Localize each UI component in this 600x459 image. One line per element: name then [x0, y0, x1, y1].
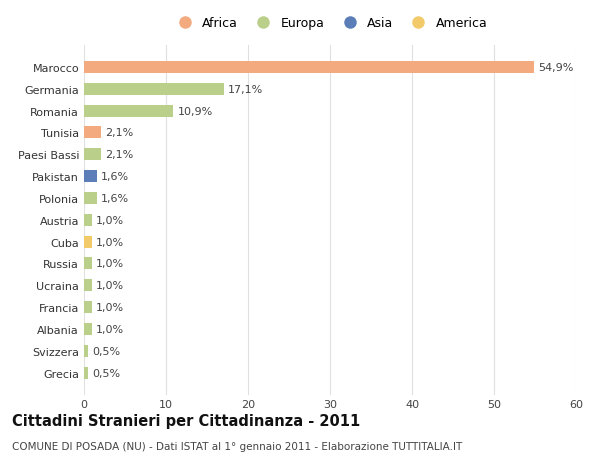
Text: 1,0%: 1,0% — [97, 215, 124, 225]
Text: 17,1%: 17,1% — [229, 84, 263, 95]
Bar — [84, 280, 92, 292]
Bar — [84, 302, 92, 313]
Bar — [84, 323, 92, 335]
Text: 1,6%: 1,6% — [101, 194, 130, 203]
Legend: Africa, Europa, Asia, America: Africa, Europa, Asia, America — [170, 15, 490, 33]
Text: 0,5%: 0,5% — [92, 368, 121, 378]
Text: 1,0%: 1,0% — [97, 325, 124, 334]
Bar — [84, 62, 534, 74]
Text: 1,0%: 1,0% — [97, 259, 124, 269]
Bar — [84, 214, 92, 226]
Text: 2,1%: 2,1% — [106, 150, 134, 160]
Bar — [84, 84, 224, 95]
Bar — [84, 149, 101, 161]
Text: 10,9%: 10,9% — [178, 106, 213, 116]
Text: 2,1%: 2,1% — [106, 128, 134, 138]
Text: 1,0%: 1,0% — [97, 302, 124, 313]
Text: COMUNE DI POSADA (NU) - Dati ISTAT al 1° gennaio 2011 - Elaborazione TUTTITALIA.: COMUNE DI POSADA (NU) - Dati ISTAT al 1°… — [12, 441, 462, 451]
Text: 54,9%: 54,9% — [538, 63, 574, 73]
Text: 1,0%: 1,0% — [97, 281, 124, 291]
Bar — [84, 171, 97, 183]
Bar — [84, 236, 92, 248]
Bar — [84, 127, 101, 139]
Bar — [84, 367, 88, 379]
Text: 1,0%: 1,0% — [97, 237, 124, 247]
Text: Cittadini Stranieri per Cittadinanza - 2011: Cittadini Stranieri per Cittadinanza - 2… — [12, 413, 360, 428]
Bar — [84, 192, 97, 205]
Bar — [84, 258, 92, 270]
Text: 0,5%: 0,5% — [92, 346, 121, 356]
Text: 1,6%: 1,6% — [101, 172, 130, 182]
Bar — [84, 106, 173, 118]
Bar — [84, 345, 88, 357]
